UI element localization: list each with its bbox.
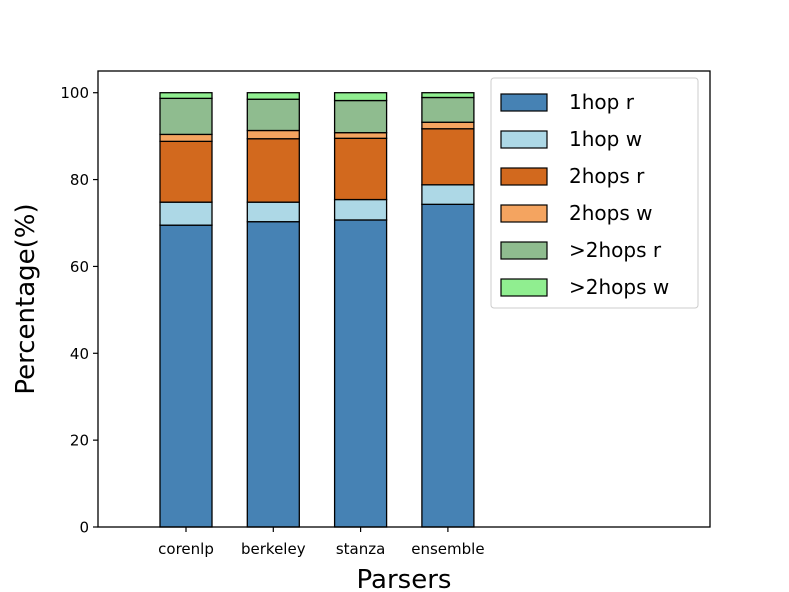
bar-segment-ensemble-5 <box>421 92 475 99</box>
bar-segment-berkeley-2 <box>246 138 300 203</box>
legend-label-5: >2hops w <box>569 275 669 299</box>
legend: 1hop r 1hop w 2hops r 2hops w >2hops r >2hops… <box>490 77 699 309</box>
legend-label-1: 1hop w <box>569 127 642 151</box>
bar-segment-corenlp-2 <box>159 140 213 203</box>
x-axis-title: Parsers <box>357 565 452 592</box>
bar-segment-corenlp-4 <box>159 97 213 136</box>
y-tick-label: 0 <box>79 519 89 537</box>
legend-swatch-1 <box>500 130 548 149</box>
bar-segment-stanza-0 <box>333 219 388 528</box>
y-axis-title: Percentage(%) <box>11 203 41 394</box>
bar-segment-berkeley-1 <box>246 201 300 223</box>
bar-segment-corenlp-1 <box>159 201 213 226</box>
bar-segment-corenlp-3 <box>159 133 213 143</box>
legend-swatch-2 <box>500 167 548 186</box>
bar-segment-berkeley-3 <box>246 129 300 140</box>
bar-segment-berkeley-0 <box>246 221 300 528</box>
bar-segment-ensemble-0 <box>421 203 475 528</box>
bar-segment-stanza-3 <box>333 132 388 139</box>
y-axis: 0 20 40 60 80 100 <box>60 84 98 537</box>
y-tick-label: 100 <box>60 84 89 102</box>
legend-label-0: 1hop r <box>569 90 635 114</box>
x-tick-label-stanza: stanza <box>336 540 385 558</box>
legend-label-2: 2hops r <box>569 164 645 188</box>
bar-segment-stanza-4 <box>333 99 388 134</box>
bar-segment-ensemble-4 <box>421 96 475 123</box>
x-tick-label-corenlp: corenlp <box>158 540 214 558</box>
legend-swatch-0 <box>500 93 548 112</box>
x-tick-label-berkeley: berkeley <box>241 540 306 558</box>
bar-segment-berkeley-4 <box>246 98 300 132</box>
y-tick-label: 80 <box>70 171 89 189</box>
bar-segment-berkeley-5 <box>246 92 300 100</box>
bar-segment-stanza-2 <box>333 137 388 201</box>
legend-swatch-5 <box>500 278 548 297</box>
legend-swatch-3 <box>500 204 548 223</box>
y-tick-label: 60 <box>70 258 89 276</box>
plot-frame <box>97 70 711 528</box>
legend-swatch-4 <box>500 241 548 260</box>
x-tick-label-ensemble: ensemble <box>411 540 484 558</box>
bar-segment-ensemble-3 <box>421 121 475 130</box>
bar-segment-stanza-5 <box>333 92 388 102</box>
bar-segment-corenlp-5 <box>159 92 213 100</box>
bars-layer <box>159 92 475 528</box>
bar-segment-stanza-1 <box>333 198 388 221</box>
y-tick-label: 40 <box>70 345 89 363</box>
legend-label-4: >2hops r <box>569 238 662 262</box>
bar-segment-ensemble-2 <box>421 128 475 186</box>
x-axis: corenlp berkeley stanza ensemble <box>158 527 485 558</box>
y-tick-label: 20 <box>70 432 89 450</box>
legend-label-3: 2hops w <box>569 201 652 225</box>
bar-segment-corenlp-0 <box>159 224 213 528</box>
bar-segment-ensemble-1 <box>421 184 475 205</box>
